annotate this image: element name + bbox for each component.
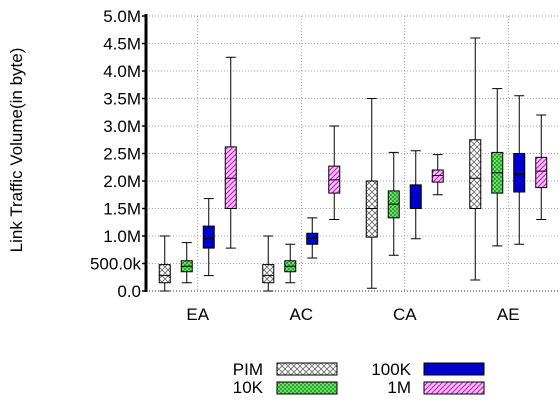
box-10k-ea	[180, 242, 193, 284]
iqr-box	[409, 184, 422, 210]
box-1m-ae	[535, 114, 548, 220]
y-tick-label: 500.0k	[90, 255, 142, 274]
legend-label: 1M	[387, 378, 411, 397]
iqr-box	[262, 264, 275, 284]
x-tick-label: EA	[186, 305, 209, 324]
box-series	[158, 37, 548, 292]
iqr-box	[158, 264, 171, 284]
legend-swatch	[423, 381, 485, 395]
legend-item-100k: 100K	[371, 360, 485, 379]
box-pim-ac	[262, 235, 275, 292]
series-pim-boxes	[158, 37, 482, 292]
y-tick-label: 4.0M	[103, 62, 141, 81]
y-tick-label: 2.5M	[103, 145, 141, 164]
legend-item-1m: 1M	[387, 378, 485, 397]
iqr-box	[306, 232, 319, 245]
axes	[142, 14, 560, 292]
legend-label: 10K	[233, 378, 264, 397]
box-100k-ea	[202, 198, 215, 277]
series-100k-boxes	[202, 95, 526, 277]
box-100k-ca	[409, 150, 422, 240]
series-1m-boxes	[224, 56, 548, 249]
y-tick-label: 3.0M	[103, 117, 141, 136]
legend-item-pim: PIM	[233, 360, 338, 379]
y-axis-label: Link Traffic Volume(in byte)	[7, 48, 26, 253]
box-pim-ea	[158, 235, 171, 292]
box-10k-ae	[491, 88, 504, 247]
box-pim-ca	[365, 98, 378, 289]
box-10k-ac	[284, 243, 297, 284]
iqr-box	[202, 225, 215, 249]
legend-label: 100K	[371, 360, 411, 379]
x-tick-labels: EA AC CA AE	[186, 305, 519, 324]
box-1m-ea	[224, 56, 237, 249]
legend-swatch	[276, 362, 338, 376]
iqr-box	[469, 139, 482, 209]
legend-label: PIM	[233, 360, 263, 379]
y-tick-label: 2.0M	[103, 172, 141, 191]
iqr-box	[431, 169, 444, 183]
y-tick-label: 0.0	[117, 282, 141, 301]
box-10k-ca	[387, 151, 400, 256]
iqr-box	[513, 153, 526, 193]
y-tick-label: 1.0M	[103, 227, 141, 246]
box-100k-ac	[306, 217, 319, 259]
x-tick-label: AE	[497, 305, 520, 324]
series-10k-boxes	[180, 88, 504, 284]
grid-lines	[146, 15, 560, 292]
y-tick-label: 1.5M	[103, 200, 141, 219]
iqr-box	[224, 146, 237, 209]
box-1m-ac	[328, 125, 341, 220]
y-tick-label: 4.5M	[103, 35, 141, 54]
box-pim-ae	[469, 37, 482, 281]
y-tick-labels: 0.0 500.0k 1.0M 1.5M 2.0M 2.5M 3.0M 3.5M 4.0M 4.5…	[90, 7, 142, 301]
box-1m-ca	[431, 154, 444, 196]
iqr-box	[535, 156, 548, 189]
x-tick-label: AC	[289, 305, 313, 324]
iqr-box	[365, 180, 378, 238]
y-tick-label: 5.0M	[103, 7, 141, 26]
box-100k-ae	[513, 95, 526, 245]
y-tick-label: 3.5M	[103, 90, 141, 109]
legend-swatch	[276, 381, 338, 395]
legend-swatch	[423, 362, 485, 376]
x-tick-label: CA	[393, 305, 417, 324]
legend-item-10k: 10K	[233, 378, 338, 397]
